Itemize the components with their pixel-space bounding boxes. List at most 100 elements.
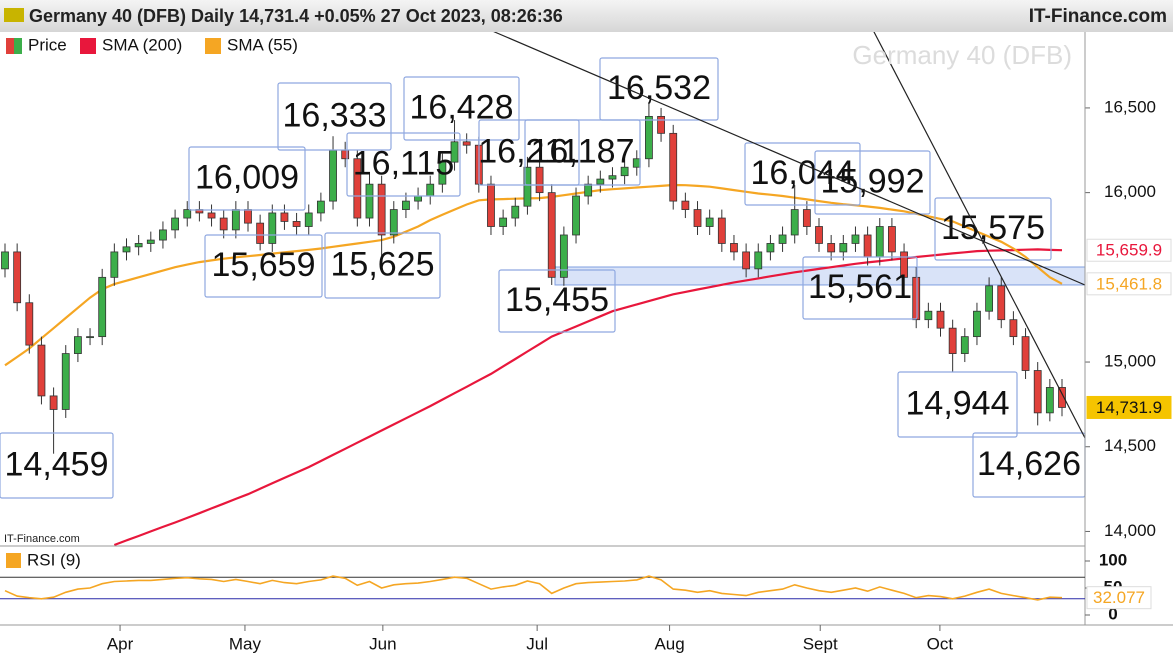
- candle-body: [462, 141, 471, 146]
- candle-body: [389, 209, 398, 236]
- candle-body: [426, 183, 435, 197]
- candle-body: [766, 243, 775, 253]
- candle-body: [960, 336, 969, 354]
- candle-body: [705, 217, 714, 227]
- annotation-label: 15,625: [331, 245, 435, 283]
- candle-body: [244, 209, 252, 224]
- x-tick-label: May: [229, 634, 262, 653]
- candle-body: [924, 310, 933, 321]
- candle-body: [742, 251, 751, 270]
- candle-body: [717, 217, 726, 244]
- candle-body: [912, 276, 921, 321]
- rsi-panel: 050100RSI (9)32.077: [0, 549, 1152, 623]
- candle-body: [863, 234, 872, 258]
- candle-body: [365, 183, 374, 219]
- candle-body: [657, 115, 665, 134]
- candle-body: [304, 212, 313, 227]
- candle-body: [815, 226, 823, 244]
- trend-line: [489, 29, 1086, 286]
- candle-body: [936, 310, 945, 329]
- candle-body: [25, 302, 34, 346]
- legend-label: Price: [28, 35, 67, 54]
- candle-body: [608, 175, 617, 180]
- candle-body: [1021, 336, 1030, 371]
- candle-body: [888, 226, 896, 253]
- candle-body: [402, 200, 410, 210]
- price-tag-label: 32.077: [1093, 588, 1145, 607]
- annotation-label: 16,428: [410, 88, 514, 126]
- logo: [4, 8, 24, 22]
- price-tag-label: 14,731.9: [1096, 398, 1162, 417]
- candle-body: [547, 192, 556, 278]
- candle-body: [353, 158, 362, 219]
- annotation-box: [897, 371, 1018, 438]
- price-tag: [1086, 272, 1172, 296]
- candle-body: [535, 166, 544, 194]
- candle-body: [875, 226, 884, 258]
- x-tick-label: Sept: [803, 634, 838, 653]
- candle-body: [1, 251, 9, 270]
- annotation-box: [204, 234, 323, 298]
- y-tick-label: 0: [1108, 604, 1117, 623]
- annotation-box: [814, 150, 931, 215]
- annotation-label: 15,575: [941, 209, 1045, 247]
- annotation-label: 16,044: [751, 154, 855, 192]
- legend-swatch: [6, 553, 21, 568]
- annotation-box: [524, 119, 641, 186]
- annotation-box: [324, 232, 441, 299]
- y-tick-label: 14,000: [1104, 521, 1156, 540]
- candle-body: [1009, 319, 1018, 338]
- candle-body: [790, 209, 799, 236]
- candle-body: [73, 336, 82, 354]
- candle-body: [13, 251, 22, 304]
- candle-body: [37, 344, 46, 397]
- candle-body: [450, 141, 459, 163]
- candle-body: [839, 243, 848, 253]
- annotation-label: 16,532: [607, 69, 711, 107]
- legend-swatch: [80, 38, 96, 54]
- candle-body: [329, 149, 337, 202]
- price-tag: [1086, 586, 1152, 610]
- candle-body: [693, 209, 702, 227]
- candle-body: [341, 149, 350, 160]
- x-tick-label: Jul: [526, 634, 548, 653]
- candle-body: [620, 166, 629, 177]
- candle-body: [997, 285, 1006, 321]
- candle-body: [778, 234, 787, 244]
- rsi-line: [4, 575, 1063, 601]
- candle-body: [487, 183, 495, 227]
- annotation-box: [403, 76, 520, 141]
- annotation-box: [188, 146, 306, 211]
- header-source: IT-Finance.com: [1029, 6, 1167, 27]
- annotation-label: 15,561: [808, 268, 912, 306]
- candle-body: [280, 212, 289, 222]
- candle-body: [802, 209, 811, 227]
- price-tag-label: 15,461.8: [1096, 274, 1162, 293]
- candle-body: [134, 243, 143, 248]
- annotation-label: 14,626: [977, 445, 1081, 483]
- legend-label: RSI (9): [27, 550, 81, 569]
- y-tick-label: 15,000: [1104, 352, 1156, 371]
- candle-body: [98, 276, 107, 338]
- header-bar: [0, 0, 1173, 32]
- price-panel: 14,000 14,500 15,000 16,000 16,500 16,333 16,4…: [0, 57, 1156, 547]
- candle-body: [316, 200, 325, 214]
- annotation-label: 16,187: [531, 132, 635, 170]
- candle-body: [985, 285, 994, 312]
- candle-body: [596, 178, 605, 185]
- candle-body: [1045, 387, 1054, 414]
- candle-body: [231, 209, 240, 231]
- annotation-box: [599, 57, 719, 121]
- y-tick-label: 16,500: [1104, 97, 1156, 116]
- y-tick-label: 100: [1099, 550, 1127, 569]
- trend-line: [872, 29, 1086, 439]
- candle-body: [414, 195, 422, 202]
- candle-body: [1058, 387, 1066, 408]
- candle-body: [559, 234, 568, 278]
- candle-body: [438, 161, 447, 185]
- annotation-label: 14,944: [906, 384, 1010, 422]
- candle-body: [900, 251, 908, 278]
